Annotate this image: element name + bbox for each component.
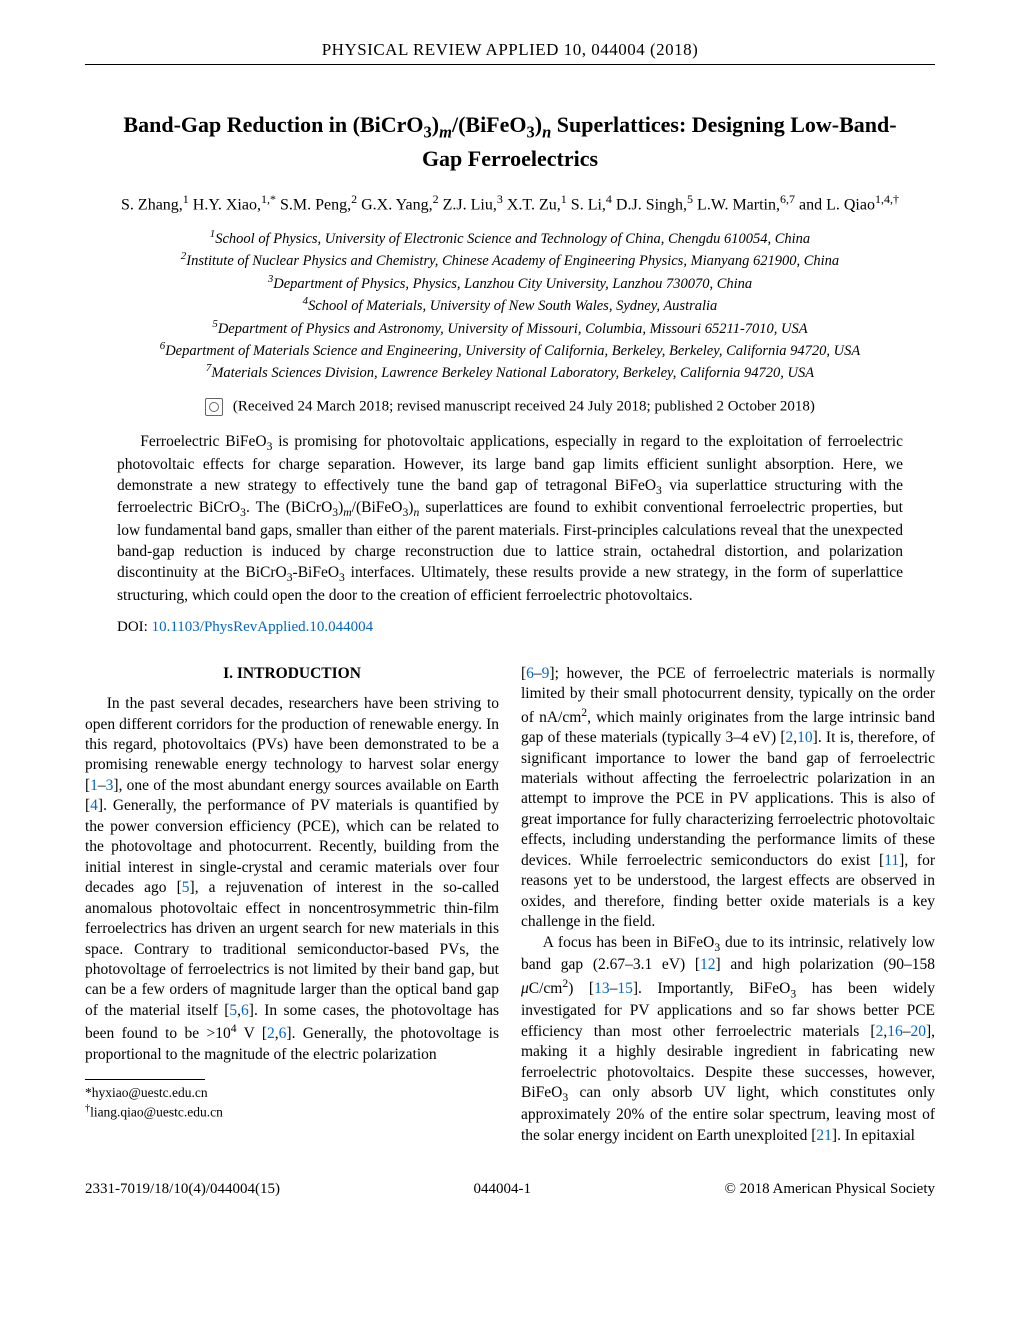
affiliations: 1School of Physics, University of Electr… [85, 227, 935, 384]
doi: DOI: 10.1103/PhysRevApplied.10.044004 [117, 619, 903, 636]
body-paragraph: In the past several decades, researchers… [85, 694, 499, 1065]
footer-left: 2331-7019/18/10(4)/044004(15) [85, 1181, 280, 1198]
crossmark-icon [205, 398, 223, 416]
dates-text: (Received 24 March 2018; revised manuscr… [233, 398, 815, 414]
body-columns: I. INTRODUCTION In the past several deca… [85, 664, 935, 1147]
footnotes: *hyxiao@uestc.edu.cn†liang.qiao@uestc.ed… [85, 1084, 499, 1121]
body-paragraph: A focus has been in BiFeO3 due to its in… [521, 933, 935, 1147]
section-heading: I. INTRODUCTION [85, 664, 499, 684]
journal-header: PHYSICAL REVIEW APPLIED 10, 044004 (2018… [85, 40, 935, 60]
footnote-rule [85, 1079, 205, 1080]
body-paragraph: [6–9]; however, the PCE of ferroelectric… [521, 664, 935, 933]
doi-label: DOI: [117, 619, 148, 635]
footer-right: © 2018 American Physical Society [724, 1181, 935, 1198]
footer-center: 044004-1 [473, 1181, 531, 1198]
doi-link[interactable]: 10.1103/PhysRevApplied.10.044004 [152, 619, 374, 635]
page-footer: 2331-7019/18/10(4)/044004(15) 044004-1 ©… [85, 1181, 935, 1198]
authors: S. Zhang,1 H.Y. Xiao,1,* S.M. Peng,2 G.X… [85, 191, 935, 217]
header-rule [85, 64, 935, 65]
publication-dates: (Received 24 March 2018; revised manuscr… [85, 398, 935, 416]
article-title: Band-Gap Reduction in (BiCrO3)m/(BiFeO3)… [115, 110, 905, 173]
abstract: Ferroelectric BiFeO3 is promising for ph… [117, 432, 903, 607]
